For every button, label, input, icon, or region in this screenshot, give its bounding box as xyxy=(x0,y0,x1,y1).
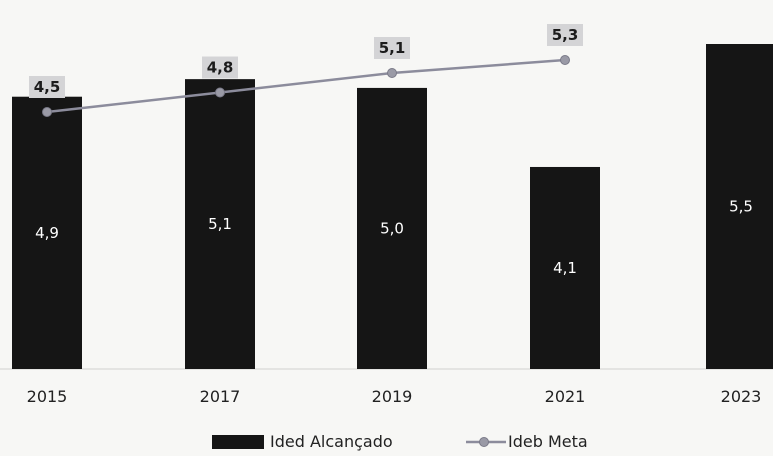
meta-point-2017 xyxy=(215,87,225,98)
meta-point-2021 xyxy=(560,55,570,65)
meta-label-2015: 4,5 xyxy=(34,78,61,96)
meta-label-box-2019 xyxy=(374,37,410,59)
bar-series xyxy=(12,44,773,370)
meta-point-2015 xyxy=(42,107,52,117)
x-tick-2015: 2015 xyxy=(27,387,68,406)
meta-label-2019: 5,1 xyxy=(379,39,406,57)
bar-label-2023: 5,5 xyxy=(729,198,753,216)
meta-label-2021: 5,3 xyxy=(552,26,579,44)
x-axis-tick-labels: 2015 2017 2019 2021 2023 xyxy=(27,387,762,406)
meta-line xyxy=(46,58,566,114)
legend-swatch-point xyxy=(479,437,489,447)
bar-2017 xyxy=(185,79,255,369)
bar-label-2015: 4,9 xyxy=(35,224,59,242)
legend-swatch-bar xyxy=(212,435,264,449)
meta-label-box-2015 xyxy=(29,76,65,98)
bar-2021 xyxy=(530,166,600,369)
bar-label-2017: 5,1 xyxy=(208,215,232,233)
meta-point-2019 xyxy=(387,68,397,78)
x-tick-2017: 2017 xyxy=(200,387,241,406)
bar-value-labels: 4,9 5,1 5,0 4,1 5,5 xyxy=(35,198,753,277)
bar-label-2019: 5,0 xyxy=(380,219,404,237)
x-tick-2019: 2019 xyxy=(372,387,413,406)
legend-label-bar: Ided Alcançado xyxy=(270,432,393,451)
bar-2023 xyxy=(706,44,773,369)
meta-label-2017: 4,8 xyxy=(207,59,234,77)
legend-label-line: Ideb Meta xyxy=(508,432,588,451)
bar-2015 xyxy=(12,96,82,370)
legend: Ided Alcançado Ideb Meta xyxy=(212,432,588,451)
bar-label-2021: 4,1 xyxy=(553,259,577,277)
meta-label-box-2017 xyxy=(202,56,238,79)
meta-label-box-2021 xyxy=(547,24,583,46)
bar-2019 xyxy=(357,87,427,370)
x-tick-2023: 2023 xyxy=(721,387,762,406)
x-tick-2021: 2021 xyxy=(545,387,586,406)
meta-line-series: 4,5 4,8 5,1 5,3 xyxy=(29,24,583,117)
